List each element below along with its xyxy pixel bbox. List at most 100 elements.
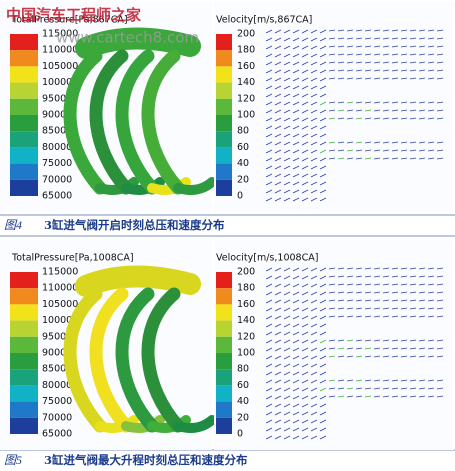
runner [89,287,133,433]
vector [418,69,426,72]
scale-label: 115000 [42,29,78,40]
vector [328,267,336,270]
vector [436,315,444,318]
vector [418,77,426,80]
vector [265,419,273,424]
vector [337,29,345,32]
vector [283,133,291,138]
vector [409,283,417,286]
vector [418,339,426,342]
vector [346,109,354,112]
vector [319,347,327,352]
vector [301,315,309,320]
vector [301,173,309,178]
vector [283,355,291,360]
vector [274,307,282,312]
vector [310,379,318,384]
vector [427,291,435,294]
vector [328,77,336,80]
vector [364,283,372,286]
scale-label: 120 [237,93,255,104]
vector [265,133,273,138]
vector [373,149,381,152]
vector [391,395,399,398]
vector [274,355,282,360]
vector [301,371,309,376]
vector [265,283,273,288]
vector [373,29,381,32]
vector [274,291,282,296]
vector [346,315,354,318]
vector [301,37,309,42]
vector [373,69,381,72]
colorbar-band [10,66,38,83]
colorbar-band [216,353,232,370]
vector [283,69,291,74]
vector [364,387,372,390]
vector [427,109,435,112]
vector [346,69,354,72]
vector [382,53,390,56]
vector [400,141,408,144]
vector [391,109,399,112]
vector [346,141,354,144]
vector [301,403,309,408]
vector [319,157,327,162]
colorbar-band [10,401,38,418]
vector [400,109,408,112]
vector [346,395,354,398]
vector [292,29,300,34]
vector [274,117,282,122]
colorbar-band [216,163,232,180]
vector [355,53,363,56]
vector [436,299,444,302]
vector [328,395,336,398]
vector [346,149,354,152]
vector [400,347,408,350]
vector [301,61,309,66]
vector [391,61,399,64]
vector [409,307,417,310]
vector [409,61,417,64]
vector [328,307,336,310]
vector [265,403,273,408]
vector [346,101,354,104]
vector [355,117,363,120]
vector [310,61,318,66]
vector [373,77,381,80]
vector [418,29,426,32]
vector [310,53,318,58]
vector [364,109,372,112]
vector [373,101,381,104]
vector [391,307,399,310]
vector [337,77,345,80]
vector [301,291,309,296]
vector [292,173,300,178]
vector [292,157,300,162]
vector [355,109,363,112]
vector [301,435,309,440]
vector [427,157,435,160]
scale-label: 160 [237,299,255,310]
vector [391,267,399,270]
vector [391,299,399,302]
vector [436,387,444,390]
scale-label: 110000 [42,45,78,56]
vector [337,307,345,310]
vector [436,395,444,398]
vector [265,323,273,328]
vector [292,435,300,440]
scale-label: 95000 [42,93,72,104]
vector [274,77,282,82]
vector [274,149,282,154]
vector [283,403,291,408]
vector [400,395,408,398]
vector [382,275,390,278]
vector [283,283,291,288]
colorbar-band [216,147,232,164]
vector [283,141,291,146]
vector [265,355,273,360]
vector [400,387,408,390]
vector [292,267,300,272]
colorbar-band [10,115,38,132]
